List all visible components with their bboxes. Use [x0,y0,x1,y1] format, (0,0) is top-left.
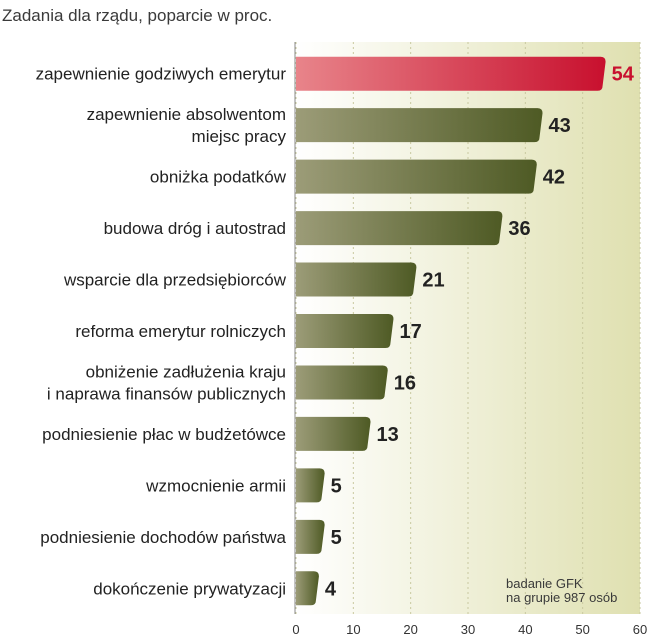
bar [296,108,543,143]
x-tick-label: 0 [292,622,299,637]
value-label: 54 [612,64,635,86]
chart-title: Zadania dla rządu, poparcie w proc. [2,6,273,25]
category-label: zapewnienie absolwentom [87,105,286,124]
x-tick-label: 40 [518,622,532,637]
bar [296,211,503,246]
value-label: 36 [508,218,530,240]
category-label: obniżenie zadłużenia kraju [86,362,286,381]
bar [296,262,417,297]
category-label: reforma emerytur rolniczych [75,322,286,341]
category-label: budowa dróg i autostrad [104,219,286,238]
category-label: podniesienie dochodów państwa [40,528,286,547]
category-label: podniesienie płac w budżetówce [42,425,286,444]
x-tick-label: 20 [403,622,417,637]
value-label: 13 [377,424,399,446]
source-line-2: na grupie 987 osób [506,590,618,605]
x-tick-label: 50 [575,622,589,637]
bar [296,468,325,503]
x-tick-label: 10 [346,622,360,637]
category-label: wzmocnienie armii [145,476,286,495]
category-label: wsparcie dla przedsiębiorców [63,271,287,290]
category-label: zapewnienie godziwych emerytur [36,65,287,84]
category-label: dokończenie prywatyzacji [93,579,286,598]
value-label: 43 [549,115,571,137]
category-label: i naprawa finansów publicznych [47,384,286,403]
value-label: 21 [422,270,444,292]
bar [296,314,394,348]
x-axis-ticks: 0 10 20 30 40 50 60 [292,622,647,637]
category-label: obniżka podatków [150,168,287,187]
value-label: 17 [399,321,421,343]
value-label: 16 [394,372,416,394]
x-tick-label: 30 [461,622,475,637]
bar [296,365,388,400]
x-tick-label: 60 [633,622,647,637]
source-note: badanie GFK na grupie 987 osób [506,577,617,605]
bar [296,416,371,451]
bar [296,56,606,91]
value-label: 5 [331,475,342,497]
source-line-1: badanie GFK [506,576,583,591]
bar [296,519,325,554]
value-label: 5 [331,527,342,549]
bar [296,571,319,606]
category-label: miejsc pracy [192,127,287,146]
category-labels: zapewnienie godziwych emerytur zapewnieni… [36,65,287,599]
bar [296,159,537,194]
value-label: 42 [543,167,565,189]
value-label: 4 [325,578,337,600]
